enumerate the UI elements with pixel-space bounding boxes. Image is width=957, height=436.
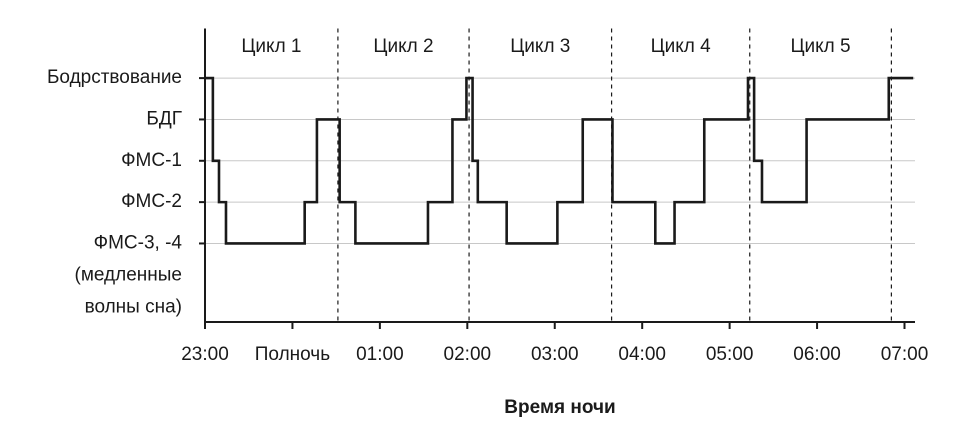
x-axis-label: Время ночи: [504, 397, 615, 418]
y-tick-label: Бодрствование: [47, 67, 182, 88]
cycle-label: Цикл 4: [651, 36, 712, 57]
y-tick-label: ФМС-1: [121, 150, 182, 171]
x-tick-label: 05:00: [706, 344, 754, 365]
cycle-label: Цикл 1: [241, 36, 301, 57]
cycle-label: Цикл 2: [373, 36, 433, 57]
cycle-label: Цикл 5: [790, 36, 850, 57]
x-tick-label: 07:00: [881, 344, 929, 365]
y-tick-label: ФМС-2: [121, 191, 182, 212]
y-tick-label: (медленные: [75, 264, 183, 285]
x-tick-label: Полночь: [255, 344, 330, 365]
y-tick-label: БДГ: [146, 108, 182, 129]
x-tick-label: 04:00: [618, 344, 666, 365]
y-tick-label: волны сна): [85, 296, 182, 317]
hypnogram-line: [205, 76, 914, 245]
x-tick-label: 02:00: [444, 344, 492, 365]
cycle-label: Цикл 3: [510, 36, 570, 57]
x-tick-label: 06:00: [793, 344, 841, 365]
x-tick-label: 01:00: [356, 344, 404, 365]
x-tick-label: 03:00: [531, 344, 579, 365]
x-tick-label: 23:00: [181, 344, 229, 365]
y-tick-label: ФМС-3, -4: [94, 232, 183, 253]
